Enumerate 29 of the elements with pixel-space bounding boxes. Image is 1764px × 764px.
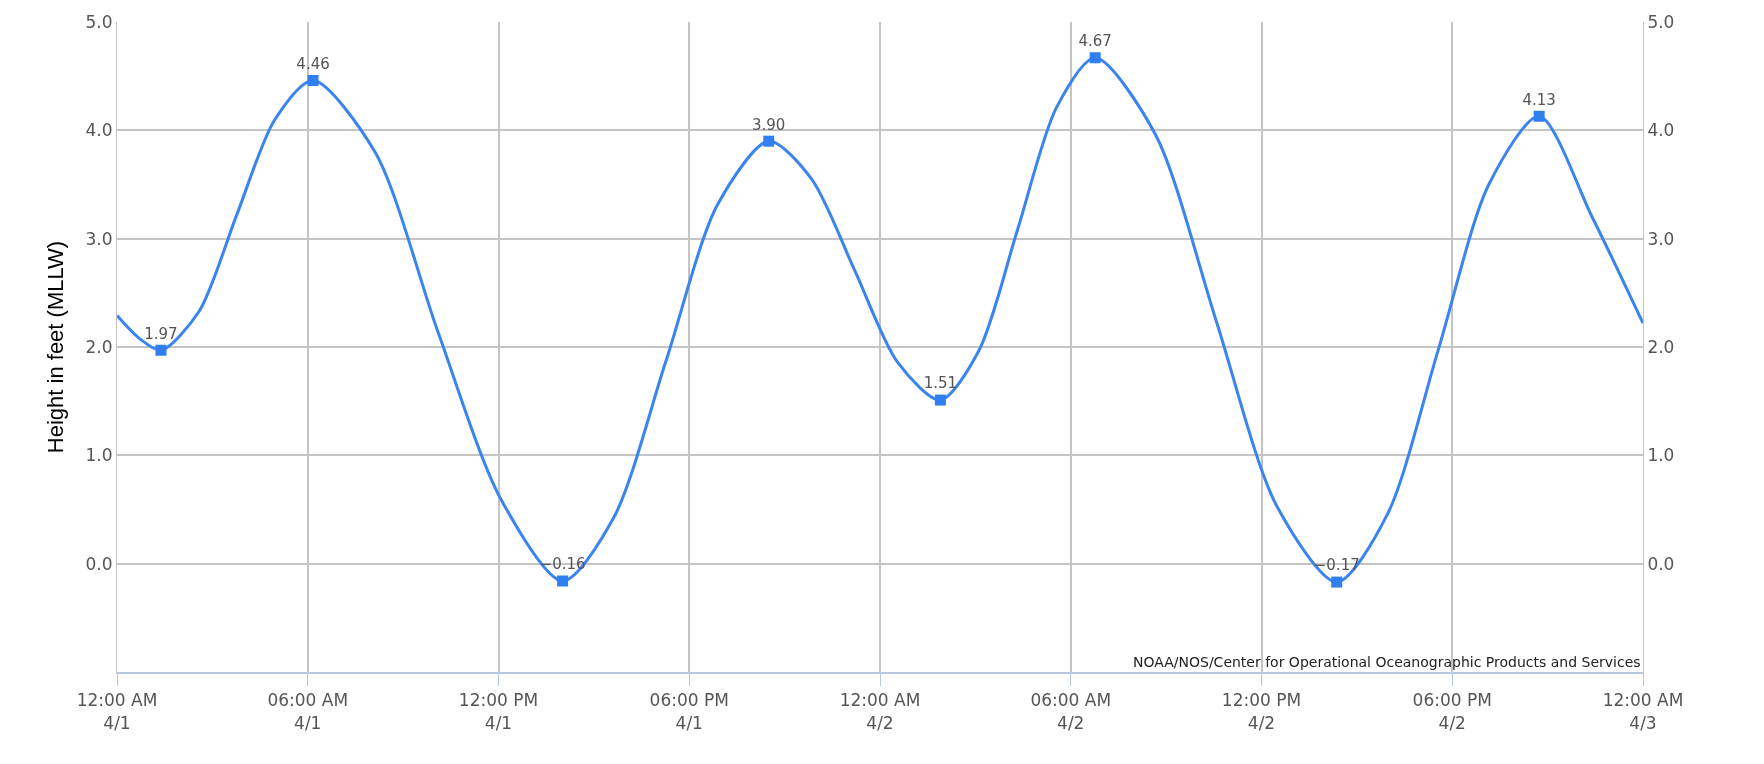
y-tick-label: 4.0 xyxy=(85,120,113,141)
data-label: 1.51 xyxy=(923,374,958,393)
y2-tick-label: 3.0 xyxy=(1647,228,1675,249)
data-label: 3.90 xyxy=(752,115,786,134)
x-tick-label: 12:00 PM 4/1 xyxy=(458,690,539,733)
x-tick-label: 06:00 PM 4/2 xyxy=(1412,690,1492,733)
y2-tick-label: 1.0 xyxy=(1647,445,1675,466)
data-label: 4.67 xyxy=(1078,32,1112,51)
data-label: 1.97 xyxy=(144,324,178,343)
x-tick-label: 12:00 PM 4/2 xyxy=(1221,690,1302,733)
y2-tick-label: 4.0 xyxy=(1647,120,1675,141)
y-axis-title: Height in feet (MLLW) xyxy=(43,240,69,454)
x-tick-label: 06:00 AM 4/2 xyxy=(1030,690,1112,733)
annotation: NOAA/NOS/Center for Operational Oceanographic Products and Services xyxy=(1133,654,1641,670)
y-tick-label: 2.0 xyxy=(85,336,113,357)
y2-tick-label: 0.0 xyxy=(1647,553,1675,574)
y-tick-label: 1.0 xyxy=(85,445,113,466)
y-tick-label: 0.0 xyxy=(85,553,113,574)
x-tick-label: 12:00 AM 4/2 xyxy=(839,690,921,733)
x-tick-label: 06:00 AM 4/1 xyxy=(267,690,349,733)
x-tick-label: 12:00 AM 4/3 xyxy=(1602,690,1684,733)
y-tick-label: 3.0 xyxy=(85,228,113,249)
y-tick-label: 5.0 xyxy=(85,11,113,32)
y2-tick-label: 2.0 xyxy=(1647,336,1675,357)
data-label: 4.46 xyxy=(296,54,330,73)
x-tick-label: 06:00 PM 4/1 xyxy=(649,690,729,733)
y2-tick-label: 5.0 xyxy=(1647,11,1675,32)
x-tick-label: 12:00 AM 4/1 xyxy=(76,690,158,733)
data-label: 4.13 xyxy=(1522,90,1556,109)
